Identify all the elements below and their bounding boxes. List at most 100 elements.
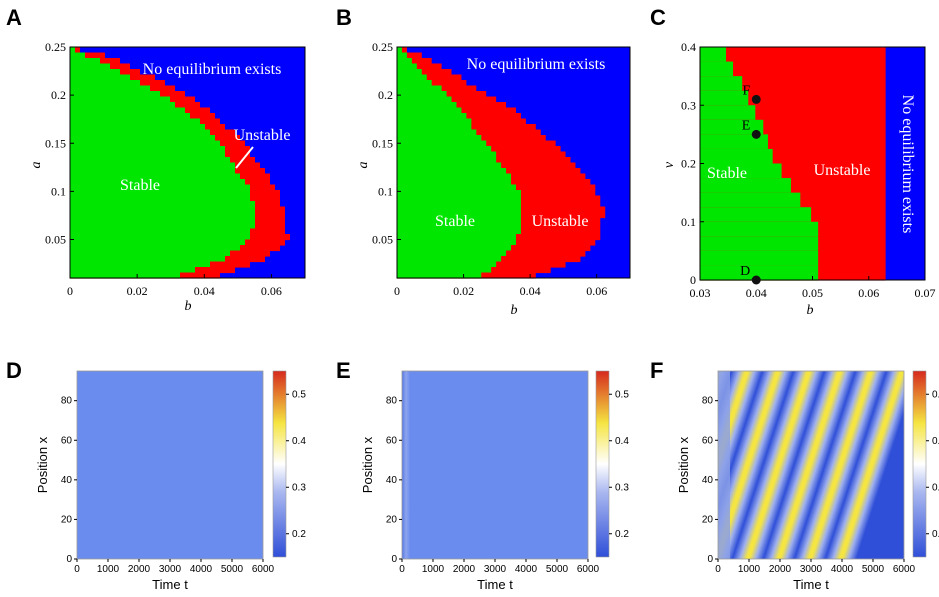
pA-stable-band — [70, 140, 220, 147]
panel-label-d: D — [6, 358, 22, 383]
pA-stable-band — [70, 201, 255, 208]
panel-label-e: E — [336, 358, 351, 383]
pB-stable-band — [397, 85, 442, 92]
pA-stable-band — [70, 173, 240, 180]
panel-b-no-equilibrium-label: No equilibrium exists — [467, 56, 606, 73]
pA-stable-band — [70, 113, 190, 120]
pA-stable-band — [70, 52, 85, 59]
pC-stable-band — [700, 178, 791, 194]
pA-stable-band — [70, 223, 255, 230]
pB-stable-band — [397, 184, 516, 191]
x-tick-label: 0.04 — [194, 284, 215, 298]
x-tick-label: 0 — [399, 564, 405, 575]
x-tick-label: 2000 — [453, 564, 476, 575]
colorbar-tick-label: 0.5 — [615, 389, 629, 400]
pB-stable-band — [397, 168, 507, 175]
pA-stable-band — [70, 206, 255, 213]
panel-b-frame — [396, 46, 631, 279]
pB-unstable-band — [397, 69, 452, 76]
pA-unstable-band — [70, 52, 105, 59]
pB-stable-band — [397, 135, 482, 142]
pA-stable-band — [70, 245, 240, 252]
pB-stable-band — [397, 162, 502, 169]
pB-stable-band — [397, 250, 507, 257]
pC-stable-band — [700, 221, 819, 237]
panel-c-regions — [700, 47, 886, 281]
pA-stable-band — [70, 135, 215, 142]
y-tick-label: 40 — [61, 475, 73, 486]
pC-unstable-band — [700, 76, 886, 92]
panel-a-unstable-pointer — [235, 146, 254, 169]
pB-stable-band — [397, 228, 521, 235]
pC-stable-band — [700, 236, 819, 252]
pA-stable-band — [70, 157, 230, 164]
panel-label-b: B — [336, 5, 352, 30]
colorbar-tick-label: 0. — [932, 529, 939, 540]
y-tick-label: 0.4 — [681, 40, 696, 54]
x-tick-label: 2000 — [128, 564, 151, 575]
panel-b: 0 0.02 0.04 0.06 0.05 0.1 0.15 0.2 0.25 b a No e… — [356, 40, 631, 318]
pA-stable-band — [70, 58, 100, 65]
pB-stable-band — [397, 272, 482, 279]
pB-stable-band — [397, 157, 497, 164]
panel-label-f: F — [650, 358, 663, 383]
wave-band — [750, 371, 869, 559]
heatmap-waves — [718, 371, 904, 559]
pA-stable-band — [70, 85, 150, 92]
pA-stable-band — [70, 118, 200, 125]
y-tick-label: 40 — [386, 475, 398, 486]
panel-c-stable-label: Stable — [707, 165, 747, 182]
pA-stable-band — [70, 69, 120, 76]
x-axis-label: Time t — [793, 577, 829, 592]
panel-c-ticks: 0.03 0.04 0.05 0.06 0.07 0 0.1 0.2 0.3 0.4 — [681, 40, 936, 300]
pC-stable-band — [700, 61, 734, 77]
x-tick-label: 1000 — [97, 564, 120, 575]
x-axis-label: Time t — [152, 577, 188, 592]
heatmap-transient — [718, 371, 730, 559]
pB-stable-band — [397, 80, 432, 87]
pB-stable-band — [397, 96, 452, 103]
panel-a-no-equilibrium-label: No equilibrium exists — [143, 61, 282, 78]
panel-a-ticks: 0 0.02 0.04 0.06 0.05 0.1 0.15 0.2 0.25 — [45, 40, 282, 298]
panel-a-ylabel: a — [29, 162, 44, 169]
pB-stable-band — [397, 179, 512, 186]
pA-stable-band — [70, 234, 250, 241]
x-tick-label: 3000 — [800, 564, 823, 575]
y-tick-label: 80 — [61, 396, 73, 407]
wave-band — [812, 371, 904, 559]
pB-stable-band — [397, 217, 521, 224]
pC-stable-band — [700, 90, 749, 106]
panel-b-xlabel: b — [511, 303, 518, 318]
x-tick-label: 5000 — [546, 564, 569, 575]
x-tick-label: 0 — [394, 284, 400, 298]
y-tick-label: 60 — [386, 435, 398, 446]
pA-stable-band — [70, 239, 245, 246]
x-tick-label: 4000 — [831, 564, 854, 575]
panel-a-frame — [69, 46, 306, 279]
colorbar-tick-label: 0.3 — [292, 482, 306, 493]
y-tick-label: 20 — [61, 514, 73, 525]
y-tick-label: 0 — [690, 273, 696, 287]
pB-stable-band — [397, 63, 417, 70]
pA-stable-band — [70, 80, 140, 87]
pB-stable-band — [397, 201, 521, 208]
pB-stable-band — [397, 140, 487, 147]
x-tick-label: 0.04 — [520, 284, 541, 298]
x-tick-label: 0.03 — [690, 286, 711, 300]
pA-stable-band — [70, 162, 235, 169]
pA-stable-band — [70, 74, 130, 81]
x-tick-label: 0.05 — [802, 286, 823, 300]
pA-stable-band — [70, 102, 175, 109]
x-tick-label: 4000 — [190, 564, 213, 575]
colorbar-tick-label: 0.5 — [292, 389, 306, 400]
y-tick-label: 20 — [386, 514, 398, 525]
colorbar-tick-label: 0. — [932, 436, 939, 447]
pC-stable-band — [700, 192, 801, 208]
pA-stable-band — [70, 129, 210, 136]
x-tick-label: 5000 — [862, 564, 885, 575]
panel-c-points: F E D — [740, 83, 761, 285]
x-tick-label: 0.06 — [858, 286, 879, 300]
y-tick-label: 0 — [66, 554, 72, 565]
colorbar-tick-label: 0.3 — [615, 482, 629, 493]
